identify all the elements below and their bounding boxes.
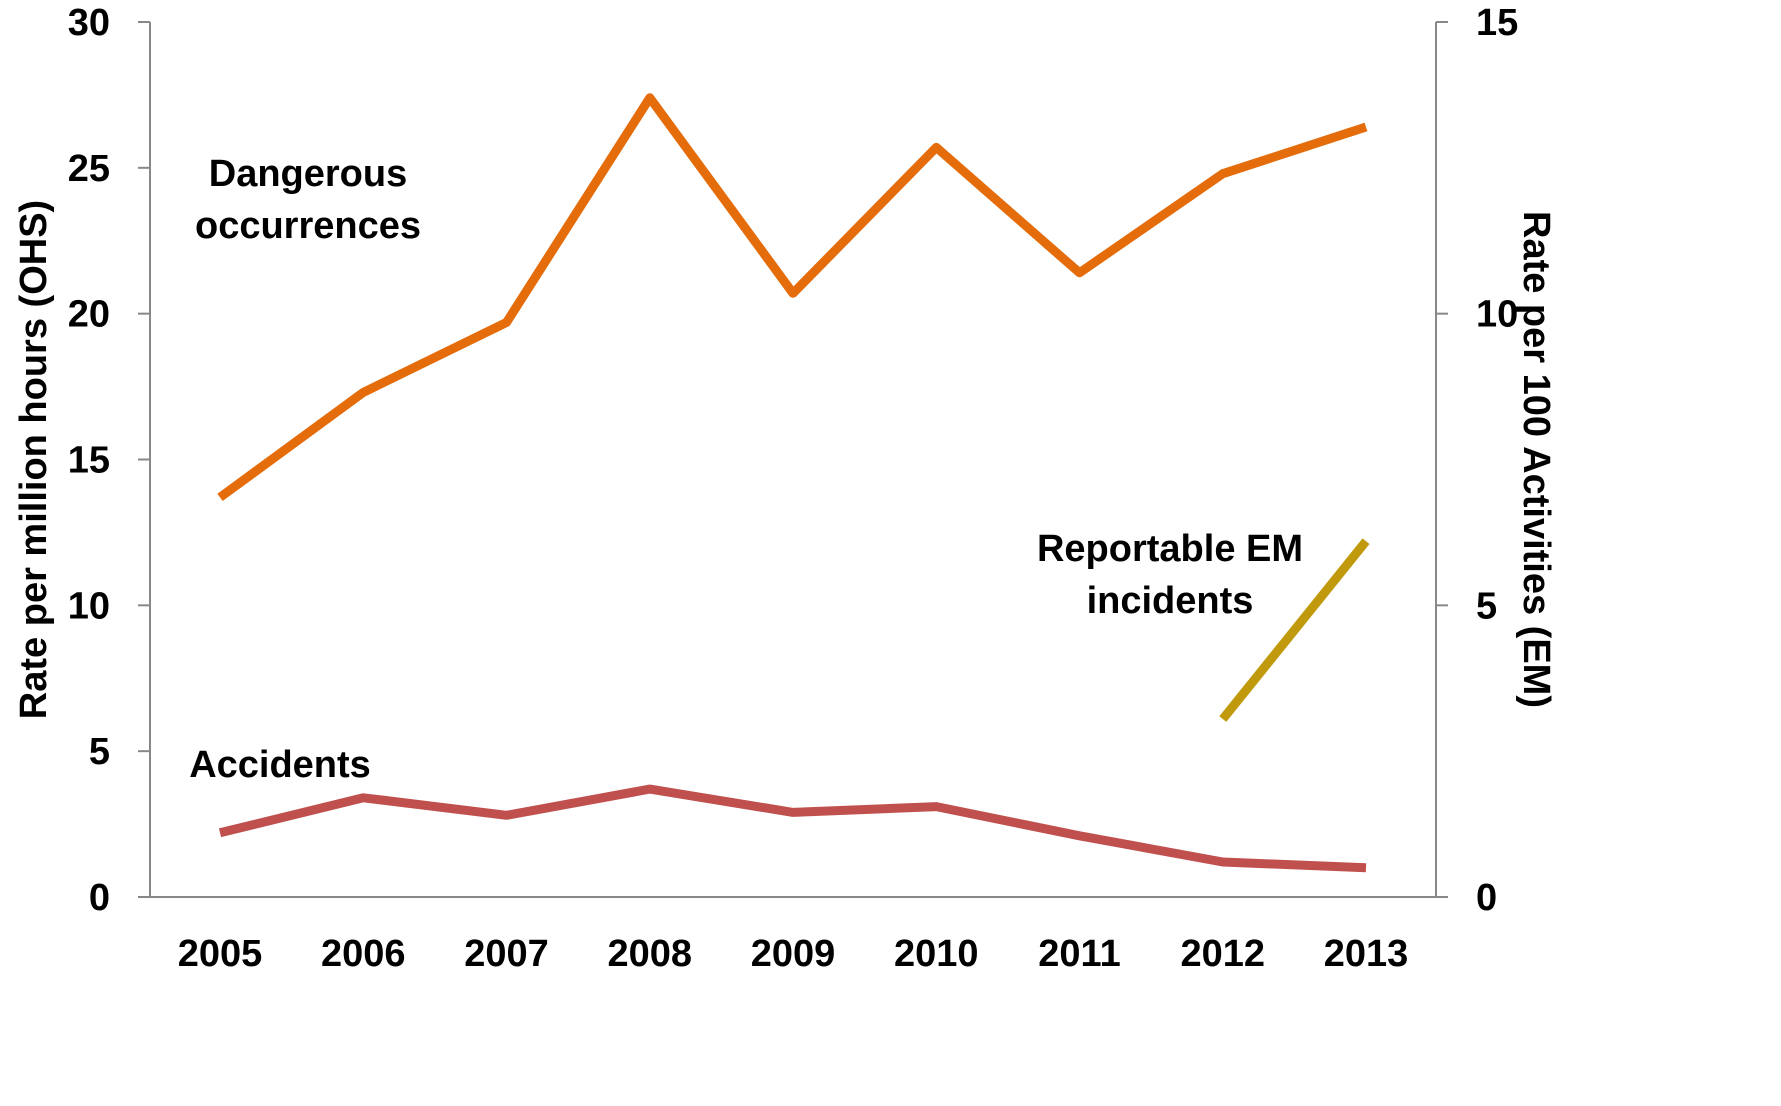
right-axis-title: Rate per 100 Activities (EM) xyxy=(1515,211,1557,708)
right-tick-label: 5 xyxy=(1476,585,1497,627)
series-line-reportable-em-incidents xyxy=(1219,538,1370,722)
x-tick-label: 2013 xyxy=(1324,933,1409,975)
right-tick-label: 0 xyxy=(1476,877,1497,919)
axes: 0 5 10 15 20 25 30 0 5 10 15 2005 2006 2007 2008 2009 20… xyxy=(13,2,1557,975)
left-tick-label: 10 xyxy=(68,585,110,627)
x-tick-label: 2008 xyxy=(607,933,692,975)
series-label-dangerous-occurrences: Dangerous occurrences xyxy=(195,153,421,247)
left-axis-title: Rate per million hours (OHS) xyxy=(13,200,55,719)
series-line-dangerous-occurrences xyxy=(217,93,1368,502)
x-tick-label: 2005 xyxy=(178,933,263,975)
right-tick-label: 15 xyxy=(1476,2,1518,44)
x-tick-label: 2007 xyxy=(464,933,549,975)
left-tick-label: 30 xyxy=(68,2,110,44)
series-label-line: Dangerous xyxy=(209,153,407,195)
series-label-accidents: Accidents xyxy=(189,744,371,786)
x-tick-label: 2011 xyxy=(1038,933,1120,975)
x-tick-label: 2009 xyxy=(751,933,836,975)
series-label-line: occurrences xyxy=(195,205,421,247)
x-tick-label: 2010 xyxy=(894,933,979,975)
series-line-accidents xyxy=(218,784,1367,873)
series-lines xyxy=(217,93,1370,873)
right-tick-label: 10 xyxy=(1476,294,1518,336)
left-tick-label: 5 xyxy=(89,731,110,773)
series-label-line: Reportable EM xyxy=(1037,528,1303,570)
left-tick-label: 20 xyxy=(68,294,110,336)
series-label-reportable-em-incidents: Reportable EM incidents xyxy=(1037,528,1303,622)
series-labels: Dangerous occurrences Accidents Reportable … xyxy=(189,153,1303,786)
series-label-line: incidents xyxy=(1087,580,1254,622)
left-tick-label: 0 xyxy=(89,877,110,919)
left-tick-label: 25 xyxy=(68,148,110,190)
x-tick-label: 2012 xyxy=(1180,933,1265,975)
left-tick-label: 15 xyxy=(68,440,110,482)
series-label-line: Accidents xyxy=(189,744,371,786)
x-tick-label: 2006 xyxy=(321,933,406,975)
